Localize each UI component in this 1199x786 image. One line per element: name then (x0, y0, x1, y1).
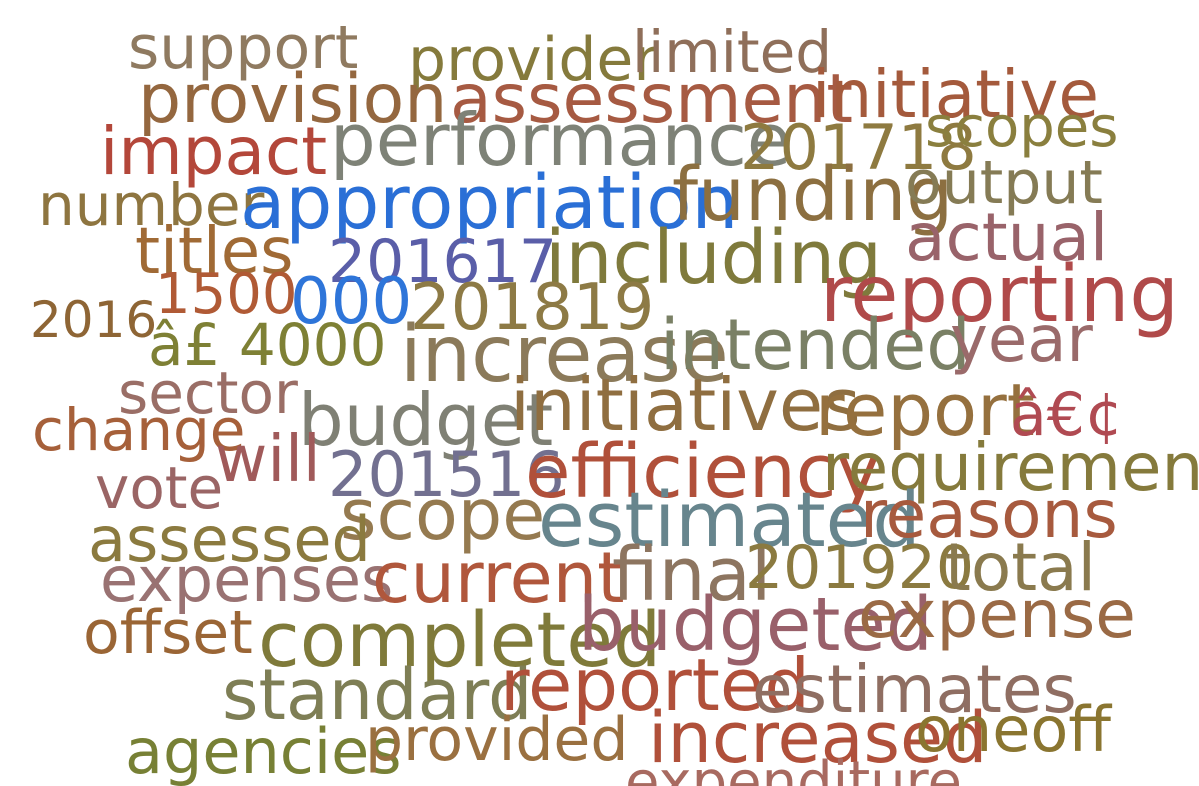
word-current: current (372, 537, 625, 619)
word-impact: impact (100, 113, 328, 190)
word-initiative: initiative (812, 56, 1100, 133)
word-offset: offset (83, 598, 253, 668)
word-201516: 201516 (328, 438, 565, 511)
word-output: output (905, 148, 1103, 218)
word-expenses: expenses (100, 543, 394, 616)
word-support: support (128, 13, 359, 83)
word-provider: provider (408, 25, 658, 95)
word-completed: completed (258, 595, 662, 684)
word-reported: reported (500, 643, 810, 727)
word-sector: sector (118, 359, 298, 427)
word-reporting: reporting (820, 250, 1179, 340)
word-budget: budget (298, 378, 554, 462)
word-2016: 2016 (30, 291, 158, 349)
word-provided: provided (365, 705, 629, 775)
word-oneoff: oneoff (915, 693, 1112, 766)
word-scopes: scopes (925, 95, 1119, 160)
word-limited: limited (632, 18, 833, 86)
word-1500: 1500 (155, 262, 298, 327)
word-201617: 201617 (328, 227, 558, 297)
word-requirement: requirement (822, 429, 1199, 506)
word-reasons: reasons (860, 476, 1118, 553)
word-report: report (815, 368, 1035, 452)
word-actual: actual (905, 199, 1109, 276)
word-vote: vote (95, 454, 224, 522)
word-year: year (950, 303, 1093, 377)
word-titles: titles (135, 215, 294, 289)
word-increased: increased (648, 697, 988, 779)
word-agencies: agencies (125, 715, 402, 786)
word-initiatives: initiatives (510, 363, 861, 447)
word-number: number (38, 171, 265, 239)
word-efficiency: efficiency (525, 429, 881, 515)
word-provision: provision (138, 60, 448, 139)
word-estimates: estimates (752, 651, 1077, 728)
word-budgeted: budgeted (578, 582, 933, 668)
word-funding: funding (672, 152, 954, 238)
word-201819: 201819 (410, 271, 655, 345)
word-assessment: assessment (450, 60, 854, 139)
word-total: total (945, 529, 1096, 606)
word-expenditure: expenditure (625, 750, 962, 786)
word-appropriation: appropriation (240, 160, 739, 246)
word-change: change (32, 396, 246, 464)
word-standard: standard (222, 654, 533, 736)
word-performance: performance (330, 98, 792, 182)
word-intended: intended (660, 304, 971, 386)
word-including: including (545, 215, 883, 301)
word-4000: â£ 4000 (148, 311, 387, 379)
word-will: will (215, 423, 321, 497)
word-final: final (612, 532, 772, 618)
word-201920: 201920 (745, 533, 975, 603)
word-increase: increase (400, 310, 729, 400)
word-assessed: assessed (88, 503, 371, 576)
word-201718: 201718 (740, 111, 977, 184)
word-estimated: estimated (538, 475, 921, 564)
word-expense: expense (858, 576, 1136, 653)
word-000: 000 (290, 265, 413, 339)
word-symbol-31: â€¢ (1010, 380, 1124, 450)
word-scope: scope (340, 474, 546, 556)
